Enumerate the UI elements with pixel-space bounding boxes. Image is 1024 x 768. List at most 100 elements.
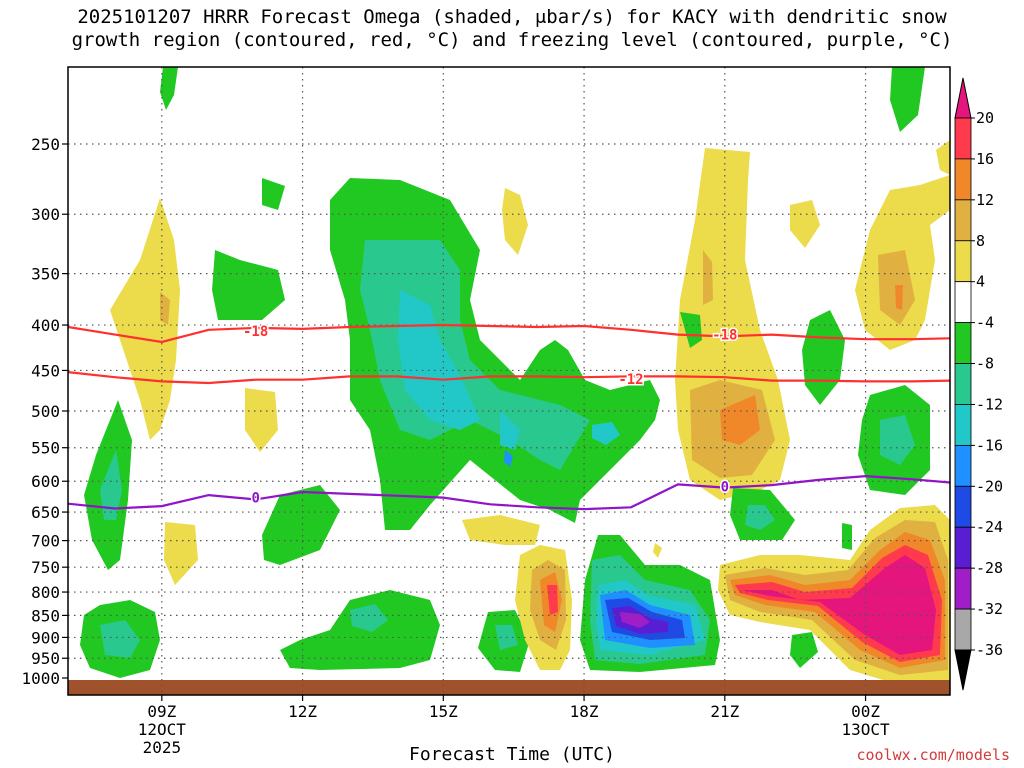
omega-fill [680, 312, 702, 348]
y-tick-label: 400 [31, 316, 60, 335]
omega-fill [100, 450, 122, 520]
omega-fill [262, 178, 285, 210]
grid-lines [68, 67, 950, 695]
omega-fill [350, 604, 388, 632]
omega-fill [164, 522, 198, 585]
colorbar-bin [954, 117, 972, 160]
x-tick-label: 21Z [710, 702, 739, 721]
contour-label: 0 [721, 479, 729, 495]
colorbar-label: -8 [976, 355, 994, 373]
colorbar-bin [954, 485, 972, 528]
omega-fill [742, 555, 936, 655]
y-tick-label: 350 [31, 265, 60, 284]
colorbar-bin [954, 363, 972, 405]
colorbar-label: 8 [976, 232, 985, 250]
omega-fill [653, 543, 662, 558]
isotherm-line [68, 474, 950, 511]
x-tick-label: 2025 [143, 738, 182, 757]
x-tick-label: 12Z [288, 702, 317, 721]
y-tick-label: 900 [31, 628, 60, 647]
isotherm-line [68, 323, 950, 344]
omega-fill [160, 67, 178, 110]
colorbar-label: -20 [976, 477, 1003, 495]
omega-fill [360, 240, 590, 470]
colorbar-label: -12 [976, 395, 1003, 413]
colorbar-bin [954, 444, 972, 487]
omega-fill [745, 505, 775, 530]
y-tick-label: 600 [31, 472, 60, 491]
colorbar-label: 20 [976, 109, 994, 127]
omega-fill [262, 485, 340, 565]
omega-fill [720, 395, 760, 445]
x-axis-title: Forecast Time (UTC) [409, 744, 615, 765]
colorbar: 20 16 12 8 4 -4 -8 -12 -16 -20 -24 -28 -32 -36 [954, 77, 1003, 691]
y-tick-label: 950 [31, 649, 60, 668]
y-tick-label: 650 [31, 503, 60, 522]
colorbar-bin [954, 567, 972, 610]
colorbar-bin [954, 158, 972, 201]
x-tick-label: 15Z [429, 702, 458, 721]
y-tick-label: 300 [31, 205, 60, 224]
colorbar-bin [954, 199, 972, 242]
colorbar-bin [954, 281, 972, 324]
omega-fill [890, 67, 925, 132]
y-tick-label: 450 [31, 361, 60, 380]
omega-fill [160, 292, 170, 325]
title-line-1: 2025101207 HRRR Forecast Omega (shaded, … [77, 6, 947, 28]
y-tick-label: 700 [31, 532, 60, 551]
omega-fill [110, 198, 180, 440]
colorbar-label: -4 [976, 314, 994, 332]
colorbar-label: -36 [976, 641, 1003, 659]
contour-label: -18 [712, 328, 737, 344]
colorbar-label: 4 [976, 273, 985, 291]
omega-shading [80, 67, 950, 685]
omega-fill [245, 388, 278, 452]
contour-label: -12 [618, 372, 643, 388]
colorbar-label: 16 [976, 150, 994, 168]
omega-fill [500, 410, 520, 450]
colorbar-bin [954, 240, 972, 283]
colorbar-bin [954, 526, 972, 569]
title-line-2: growth region (contoured, red, °C) and f… [71, 29, 953, 51]
y-tick-label: 250 [31, 135, 60, 154]
isotherm-line [68, 371, 950, 385]
colorbar-label: -24 [976, 518, 1003, 536]
colorbar-bin [954, 608, 972, 651]
omega-fill [842, 523, 852, 550]
omega-fill [100, 620, 140, 658]
y-tick-label: 1000 [21, 669, 60, 688]
x-tick-label: 09Z [147, 702, 176, 721]
y-tick-label: 550 [31, 439, 60, 458]
colorbar-over-arrow [954, 77, 972, 119]
contour-label: 0 [251, 491, 259, 507]
colorbar-under-arrow [954, 649, 972, 691]
omega-fill [280, 590, 440, 670]
y-tick-label: 850 [31, 606, 60, 625]
x-tick-label: 00Z [851, 702, 880, 721]
y-tick-label: 750 [31, 558, 60, 577]
x-tick-label: 18Z [570, 702, 599, 721]
omega-fill [790, 632, 818, 668]
omega-fill [895, 285, 903, 310]
colorbar-label: -28 [976, 559, 1003, 577]
omega-fill [212, 250, 285, 320]
plot-frame [67, 66, 951, 696]
x-tick-label: 13OCT [841, 720, 890, 739]
colorbar-bin [954, 404, 972, 446]
omega-fill [502, 188, 528, 255]
x-tick-label: 12OCT [138, 720, 187, 739]
contour-labels: -18 -18 -12 0 0 [242, 322, 739, 508]
colorbar-label: 12 [976, 191, 994, 209]
colorbar-bin [954, 322, 972, 364]
omega-fill [936, 140, 950, 175]
omega-fill [592, 422, 620, 445]
omega-fill [620, 612, 650, 628]
chart-title: 2025101207 HRRR Forecast Omega (shaded, … [0, 6, 1024, 52]
site-credit: coolwx.com/models [856, 746, 1010, 764]
omega-fill [504, 450, 513, 467]
y-tick-label: 500 [31, 402, 60, 421]
omega-fill [703, 250, 713, 305]
omega-fill [462, 515, 540, 545]
